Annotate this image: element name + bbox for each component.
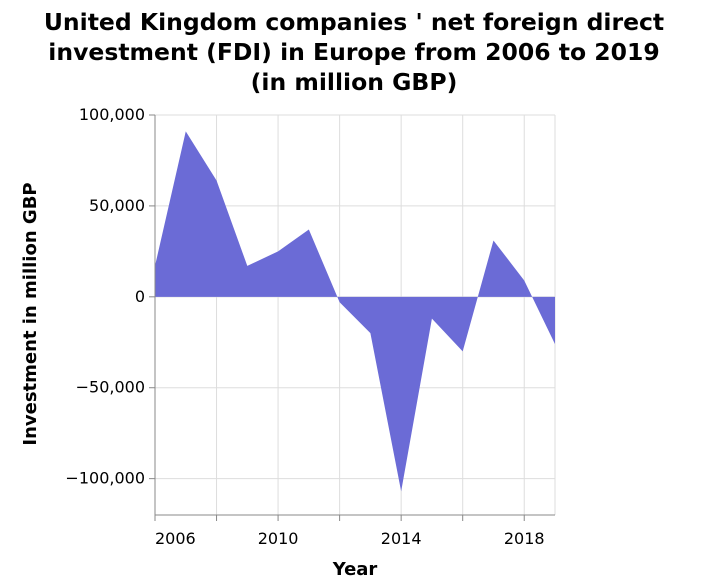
y-tick-label: 100,000 [79,105,145,124]
y-tick-label: 0 [135,287,145,306]
fdi-area-series [155,131,555,492]
x-tick-label: 2006 [155,529,196,548]
y-tick-label: −100,000 [65,469,145,488]
x-tick-label: 2010 [258,529,299,548]
chart-title-line-3: (in million GBP) [251,68,458,96]
chart-title-line-2: investment (FDI) in Europe from 2006 to … [48,38,659,66]
axes: 100,000 50,000 0 −50,000 −100,000 2006 2010 201… [65,105,555,548]
area-layer [155,131,555,492]
y-axis-title: Investment in million GBP [20,182,41,445]
y-tick-label: −50,000 [76,378,145,397]
x-tick-label: 2018 [504,529,545,548]
x-axis-title: Year [332,559,378,580]
y-tick-label: 50,000 [89,196,145,215]
x-tick-label: 2014 [381,529,422,548]
chart-title-line-1: United Kingdom companies ' net foreign d… [44,8,664,36]
